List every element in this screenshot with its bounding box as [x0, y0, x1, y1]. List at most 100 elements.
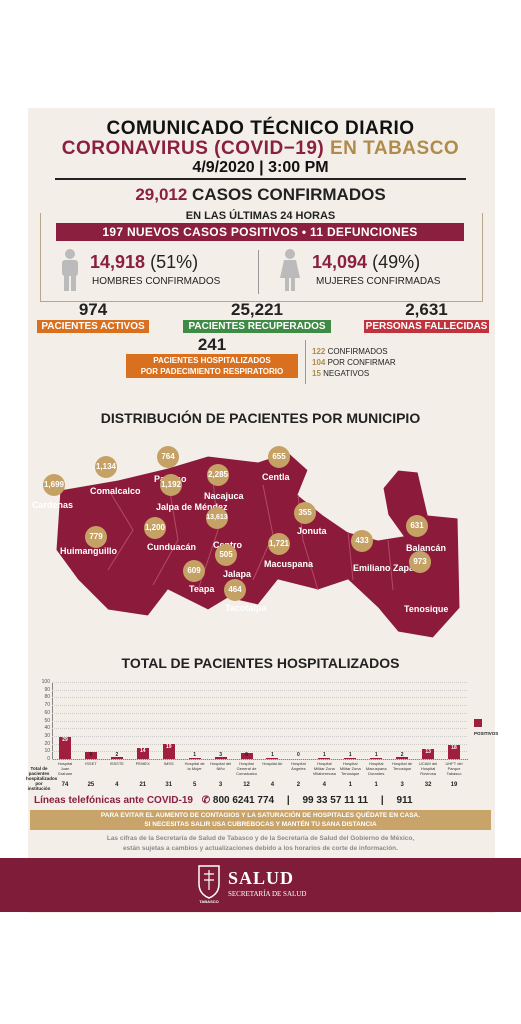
institution-total: 4 [270, 782, 275, 788]
municipio-name: Jonuta [297, 526, 327, 536]
hospitalized-breakdown: 122 CONFIRMADOS 104 POR CONFIRMAR 15 NEG… [312, 346, 396, 379]
gridline [52, 682, 467, 683]
breakdown-pending: 104 POR CONFIRMAR [312, 357, 396, 368]
recovered-label: PACIENTES RECUPERADOS [183, 320, 331, 333]
disclaimer-line1: Las cifras de la Secretaría de Salud de … [106, 835, 415, 842]
x-category-label: Hospital de la Mujer [184, 761, 205, 771]
municipio-value: 1,200 [144, 517, 166, 539]
x-category-label: Hospital Ángeles [291, 761, 306, 771]
report-date: 4/9/2020 [192, 159, 255, 176]
bar-positivos [396, 757, 409, 759]
totals-label-line3: hospitalizados [26, 776, 58, 781]
bar-positivos [422, 748, 435, 759]
municipio-value: 1,699 [43, 474, 65, 496]
disclaimer-line2: están sujetas a cambios y actualizacione… [123, 845, 398, 852]
y-tick-label: 60 [44, 709, 50, 716]
municipio-name: Jalapa [223, 569, 252, 579]
hospital-chart-title: TOTAL DE PACIENTES HOSPITALIZADOS [121, 655, 400, 671]
municipio-name: Centla [262, 472, 290, 482]
bar-value-label: 14 [140, 748, 146, 755]
page-title: COMUNICADO TÉCNICO DIARIO [106, 118, 415, 139]
footer-bar [0, 858, 521, 912]
y-tick-label: 100 [41, 679, 50, 685]
active-label: PACIENTES ACTIVOS [37, 320, 149, 333]
gridline [52, 728, 467, 730]
bar-value-label: 2 [400, 752, 404, 758]
bar-positivos [266, 758, 279, 759]
bar-value-label: 1 [348, 752, 352, 758]
bar-value-label: 0 [297, 752, 300, 758]
municipio-value: 13,613 [206, 507, 228, 529]
men-label: HOMBRES CONFIRMADOS [92, 276, 221, 287]
footer-subtitle: SECRETARÍA DE SALUD [228, 890, 307, 898]
contact-row: Líneas telefónicas ante COVID-19 ✆ 800 6… [34, 795, 413, 806]
institution-total: 21 [139, 782, 147, 788]
x-category-label: Hospital Air [262, 761, 283, 766]
hospitalized-number: 241 [197, 335, 227, 354]
y-tick-label: 90 [44, 686, 50, 693]
municipio-value: 1,134 [95, 456, 117, 478]
gridline [52, 705, 467, 707]
institution-total: 32 [424, 782, 432, 788]
municipio-value: 2,285 [207, 464, 229, 486]
phone-primary[interactable]: 800 6241 774 [212, 795, 275, 806]
bar-positivos [318, 758, 331, 759]
y-tick-label: 30 [44, 732, 50, 739]
x-category-label: UHFT del Parque Tabasco [445, 761, 463, 776]
bar-value-label: 1 [271, 752, 274, 758]
bar-value-label: 2 [115, 752, 119, 758]
tabasco-seal-icon [198, 865, 220, 899]
municipio-name: Cunduacán [147, 542, 197, 552]
municipio-name: Comalcalco [90, 486, 141, 496]
breakdown-confirmed: 122 CONFIRMADOS [312, 346, 396, 357]
map-title: DISTRIBUCIÓN DE PACIENTES POR MUNICIPIO [100, 410, 421, 426]
y-tick-label: 70 [44, 702, 50, 709]
x-category-label: ISSSTE [109, 761, 124, 766]
subtitle-coronavirus: CORONAVIRUS (COVID−19) [61, 138, 325, 159]
header-divider [55, 178, 466, 180]
gridline [52, 735, 467, 737]
last24-label: EN LAS ÚLTIMAS 24 HORAS [179, 210, 342, 222]
totals-row-label: Total de pacientes hospitalizados por in… [26, 766, 58, 791]
y-tick-label: 0 [47, 756, 50, 762]
x-category-label: Hospital General de Comalcalco [236, 761, 257, 776]
municipio-name: Teapa [189, 584, 215, 594]
deaths-number: 2,631 [405, 300, 448, 319]
bar-positivos [58, 736, 71, 759]
municipio-value: 1,721 [268, 533, 290, 555]
male-icon [62, 249, 78, 291]
female-icon [280, 249, 300, 291]
notice-line2: SI NECESITAS SALIR USA CUBREBOCAS Y MANT… [144, 821, 377, 828]
bar-positivos [84, 752, 97, 759]
women-stat: 14,094 (49%) [312, 252, 420, 273]
x-category-label: UCAM del Hospital Rovirosa [418, 761, 438, 776]
phone-emergency[interactable]: 911 [396, 795, 413, 806]
breakdown-pending-label: POR CONFIRMAR [327, 358, 396, 367]
breakdown-pending-num: 104 [312, 358, 326, 367]
breakdown-negative-label: NEGATIVOS [323, 369, 370, 378]
phone-icon: ✆ [201, 795, 211, 806]
institution-total: 74 [61, 782, 69, 788]
municipio-value: 505 [215, 544, 237, 566]
gridline [52, 743, 467, 745]
last24-wrap: EN LAS ÚLTIMAS 24 HORAS [0, 206, 521, 224]
bar-positivos [162, 744, 175, 759]
women-number: 14,094 [312, 252, 368, 272]
municipio-name: Jalpa de Méndez [156, 502, 228, 512]
municipio-name: Huimanguillo [60, 546, 117, 556]
phone-secondary[interactable]: 99 33 57 11 11 [302, 795, 369, 806]
bar-value-label: 19 [165, 744, 172, 751]
municipio-name: Balancán [406, 543, 447, 553]
disclaimer: Las cifras de la Secretaría de Salud de … [0, 834, 521, 854]
y-tick-label: 80 [44, 694, 50, 701]
gridline [52, 697, 467, 699]
men-stat: 14,918 (51%) [90, 252, 198, 273]
bar-positivos [370, 758, 383, 759]
municipio-value: 764 [157, 446, 179, 468]
y-tick-label: 10 [44, 748, 50, 755]
institution-total: 2 [296, 782, 301, 788]
institution-total: 5 [192, 782, 197, 788]
bar-value-label: 1 [193, 752, 197, 758]
municipio-value: 355 [294, 502, 316, 524]
seal-caption: TABASCO [199, 899, 219, 904]
